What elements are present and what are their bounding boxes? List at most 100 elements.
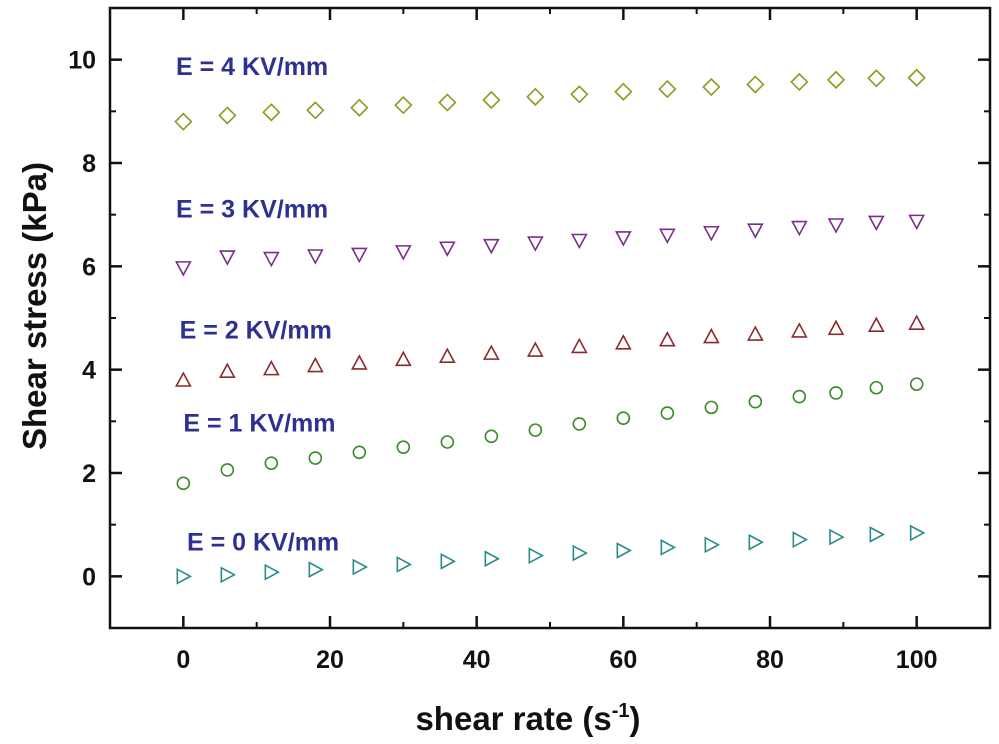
data-point [572, 339, 586, 352]
data-point [220, 364, 234, 377]
x-axis-title: shear rate (s-1) [415, 700, 640, 737]
data-point [870, 382, 882, 394]
data-point [704, 330, 718, 343]
data-point [704, 227, 718, 240]
data-point [220, 251, 234, 264]
data-point [308, 250, 322, 263]
data-point [793, 391, 805, 403]
data-point [660, 333, 674, 346]
data-point [616, 336, 630, 349]
data-point [396, 352, 410, 365]
series-label: E = 3 KV/mm [176, 195, 328, 223]
data-point [529, 424, 541, 436]
data-point [830, 530, 843, 544]
series-label: E = 0 KV/mm [187, 529, 339, 557]
data-point [484, 346, 498, 359]
data-point [396, 246, 410, 259]
y-tick-label: 6 [82, 253, 96, 281]
data-point [870, 527, 883, 541]
data-point [527, 89, 543, 105]
data-point [617, 544, 630, 558]
data-point [705, 401, 717, 413]
data-point [309, 563, 322, 577]
data-point [219, 107, 235, 123]
data-point [869, 216, 883, 229]
data-point [177, 569, 190, 583]
data-point [617, 412, 629, 424]
y-tick-label: 2 [82, 460, 96, 488]
data-point [909, 70, 925, 86]
x-tick-label: 40 [463, 646, 491, 674]
data-point [263, 104, 279, 120]
series-1 [176, 215, 923, 275]
data-point [307, 102, 323, 118]
data-point [352, 248, 366, 261]
data-point [397, 557, 410, 571]
data-point [792, 222, 806, 235]
data-point [439, 95, 455, 111]
data-point [440, 349, 454, 362]
series-labels: E = 4 KV/mm E = 3 KV/mm E = 2 KV/mm E = 1 K… [176, 53, 339, 556]
data-point [791, 74, 807, 90]
data-point [828, 72, 844, 88]
data-point [265, 457, 277, 469]
data-point [910, 316, 924, 329]
data-point [264, 253, 278, 266]
data-point [440, 242, 454, 255]
data-point [705, 538, 718, 552]
data-point [528, 237, 542, 250]
data-point [308, 359, 322, 372]
x-tick-label: 60 [609, 646, 637, 674]
data-point [176, 262, 190, 275]
data-point [177, 477, 189, 489]
x-tick-label: 80 [756, 646, 784, 674]
data-point [441, 436, 453, 448]
data-point [703, 79, 719, 95]
data-point [748, 224, 762, 237]
data-point [573, 546, 586, 560]
data-point [911, 526, 924, 540]
data-point [352, 356, 366, 369]
data-point [747, 76, 763, 92]
data-point [176, 373, 190, 386]
data-point [441, 554, 454, 568]
data-point [353, 560, 366, 574]
data-point [571, 86, 587, 102]
data-point [484, 240, 498, 253]
data-point [485, 430, 497, 442]
data-point [749, 535, 762, 549]
data-point [221, 568, 234, 582]
series-label: E = 1 KV/mm [183, 410, 335, 438]
data-point [175, 114, 191, 130]
data-point [749, 396, 761, 408]
data-point [485, 552, 498, 566]
data-point [351, 100, 367, 116]
data-point [910, 215, 924, 228]
data-point [661, 540, 674, 554]
y-tick-label: 4 [82, 357, 96, 385]
data-point [748, 327, 762, 340]
data-point [483, 92, 499, 108]
data-point [659, 81, 675, 97]
x-tick-label: 20 [316, 646, 344, 674]
data-point [573, 418, 585, 430]
data-point [830, 387, 842, 399]
y-tick-label: 10 [68, 47, 96, 75]
data-point [264, 362, 278, 375]
y-tick-label: 8 [82, 150, 96, 178]
data-point [309, 452, 321, 464]
series-label: E = 4 KV/mm [176, 53, 328, 81]
data-point [793, 533, 806, 547]
series-label: E = 2 KV/mm [180, 317, 332, 345]
data-point [353, 446, 365, 458]
x-tick-label: 100 [896, 646, 938, 674]
data-point [397, 441, 409, 453]
shear-stress-chart: 0 20 40 60 80 1000246810 E = 4 KV/mmE = 3 KV/… [0, 0, 999, 744]
data-point [529, 549, 542, 563]
data-point [395, 97, 411, 113]
data-point [265, 565, 278, 579]
data-point [869, 318, 883, 331]
data-point [221, 464, 233, 476]
data-point [616, 232, 630, 245]
data-point [868, 70, 884, 86]
